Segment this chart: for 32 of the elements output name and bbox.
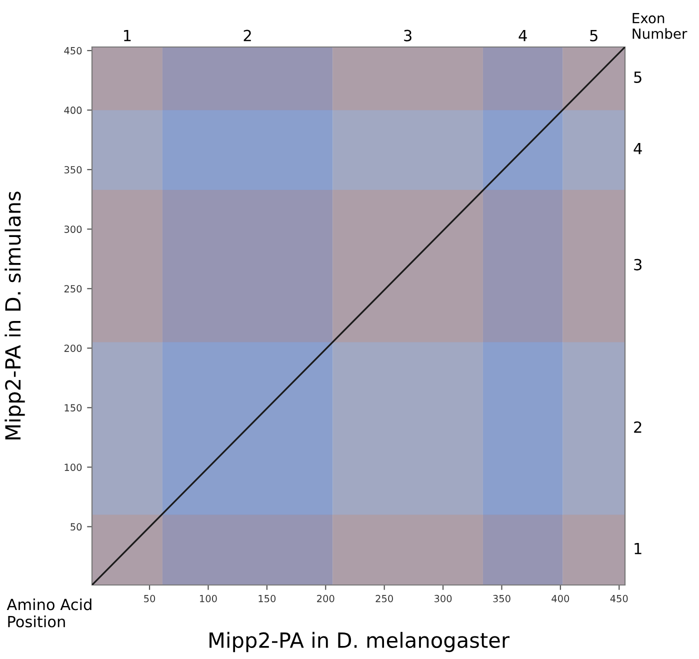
y-tick-label: 200 (64, 344, 82, 352)
x-tick-label: 250 (376, 594, 393, 602)
x-tick-label: 100 (200, 594, 217, 602)
y-tick-label: 450 (64, 47, 82, 54)
x-tick-label: 300 (434, 594, 452, 602)
band-label: 2 (634, 421, 642, 433)
y-tick-label: 300 (64, 226, 82, 233)
y-tick-label: 350 (64, 166, 82, 174)
x-tick-label: 150 (258, 594, 276, 602)
y-tick-label: 100 (64, 464, 82, 471)
y-tick-label: 50 (70, 523, 82, 531)
x-tick-label: 350 (493, 594, 510, 602)
band-label: 3 (634, 258, 642, 270)
band-label: 4 (518, 30, 527, 42)
x-tick-label: 200 (317, 594, 334, 602)
band-label: 1 (634, 542, 642, 554)
x-tick-label: 450 (610, 594, 628, 602)
band-label: 3 (404, 30, 412, 42)
band-label: 5 (634, 72, 642, 83)
band-label: 4 (634, 143, 642, 154)
x-axis-title: Mipp2-PA in D. melanogaster (210, 632, 510, 652)
y-tick-label: 400 (64, 106, 82, 114)
band-label: 1 (124, 30, 131, 42)
x-tick-label: 50 (144, 594, 156, 602)
y-axis-title: Mipp2-PA in D. simulans (4, 192, 25, 440)
text: Exon Number (632, 13, 688, 39)
x-tick-label: 400 (552, 594, 570, 602)
band-label: 2 (244, 30, 251, 42)
y-tick-label: 250 (64, 285, 82, 292)
band-label: 5 (590, 30, 598, 42)
text: Amino Acid Position (6, 598, 92, 628)
y-tick-label: 150 (64, 404, 82, 412)
